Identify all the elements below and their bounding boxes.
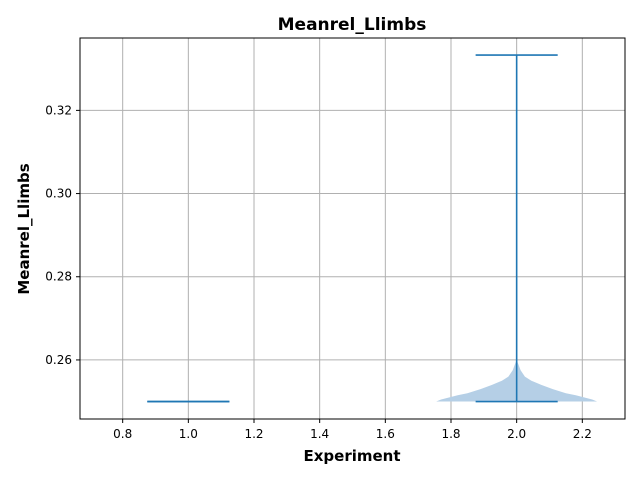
x-tick-label: 1.8 — [441, 427, 460, 441]
y-tick-label: 0.26 — [45, 353, 72, 367]
x-tick-label: 2.0 — [507, 427, 526, 441]
x-axis-label: Experiment — [303, 447, 400, 465]
x-tick-label: 1.6 — [376, 427, 395, 441]
y-axis-label: Meanrel_Llimbs — [15, 163, 33, 294]
grid — [80, 38, 625, 419]
x-tick-label: 1.2 — [244, 427, 263, 441]
x-tick-label: 1.4 — [310, 427, 329, 441]
y-axis-ticks: 0.26 0.28 0.30 0.32 — [45, 103, 80, 367]
y-tick-label: 0.28 — [45, 270, 72, 284]
x-tick-label: 0.8 — [113, 427, 132, 441]
violins — [147, 54, 598, 403]
y-tick-label: 0.30 — [45, 187, 72, 201]
x-tick-label: 2.2 — [573, 427, 592, 441]
plot-area-frame — [79, 37, 626, 420]
chart-title: Meanrel_Llimbs — [278, 15, 427, 35]
x-tick-label: 1.0 — [179, 427, 198, 441]
x-axis-ticks: 0.8 1.0 1.2 1.4 1.6 1.8 2.0 2.2 — [113, 419, 592, 441]
y-tick-label: 0.32 — [45, 103, 72, 117]
